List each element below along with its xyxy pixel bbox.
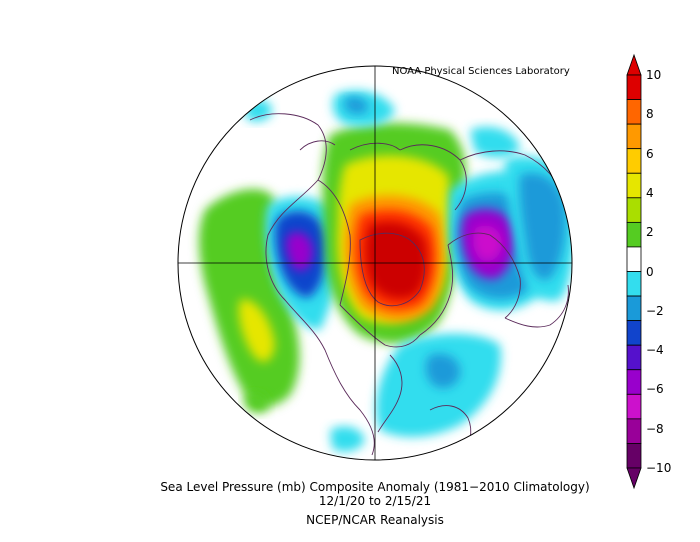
colorbar-swatch — [626, 123, 642, 150]
north-negative-blue — [345, 96, 369, 114]
colorbar-swatch — [626, 74, 642, 100]
colorbar-swatch — [626, 418, 642, 444]
colorbar-tick-label: 0 — [646, 264, 654, 279]
colorbar-swatch — [626, 221, 642, 248]
graticule — [178, 66, 572, 460]
colorbar-tick-label: −4 — [646, 343, 664, 358]
colorbar-tick-label: −6 — [646, 382, 664, 397]
map-boundary — [177, 65, 573, 461]
colorbar-swatch — [626, 344, 642, 371]
colorbar-top-arrow — [626, 53, 642, 76]
colorbar-swatch — [626, 393, 642, 420]
colorbar-swatch — [626, 369, 642, 395]
colorbar-swatch — [626, 99, 642, 125]
colorbar-swatch — [626, 246, 642, 272]
colorbar-tick-label: −2 — [646, 303, 664, 318]
colorbar-tick-label: 4 — [646, 185, 654, 200]
atlantic-negative-blue — [425, 353, 461, 389]
colorbar — [626, 53, 642, 490]
aleutian-low-purple — [286, 232, 313, 271]
caption-date-range: 12/1/20 to 2/15/21 — [318, 494, 432, 508]
colorbar-swatch — [626, 271, 642, 297]
southwest-green-patch — [245, 392, 269, 414]
siberia-negative-blue — [519, 173, 566, 281]
pacific-positive-anomaly — [198, 189, 300, 408]
colorbar-tick-label: −8 — [646, 421, 664, 436]
south-negative-patch — [330, 426, 365, 452]
colorbar-swatch — [626, 172, 642, 199]
colorbar-tick-label: 10 — [646, 68, 662, 82]
caption-source: NCEP/NCAR Reanalysis — [306, 513, 444, 527]
pacific-yellow-core — [238, 299, 275, 362]
colorbar-swatch — [626, 320, 642, 346]
colorbar-swatch — [626, 295, 642, 322]
colorbar-swatch — [626, 148, 642, 174]
europe-low-magenta — [473, 225, 502, 262]
colorbar-tick-label: 8 — [646, 107, 654, 122]
credit-label: NOAA Physical Sciences Laboratory — [392, 66, 570, 77]
colorbar-tick-label: −10 — [646, 461, 672, 475]
northeast-negative-patch — [470, 126, 520, 158]
colorbar-swatch — [626, 197, 642, 223]
colorbar-tick-label: 2 — [646, 225, 654, 240]
colorbar-tick-label: 6 — [646, 146, 654, 161]
colorbar-bottom-arrow — [626, 467, 642, 490]
colorbar-swatch — [626, 443, 642, 469]
caption-title: Sea Level Pressure (mb) Composite Anomal… — [160, 480, 590, 494]
